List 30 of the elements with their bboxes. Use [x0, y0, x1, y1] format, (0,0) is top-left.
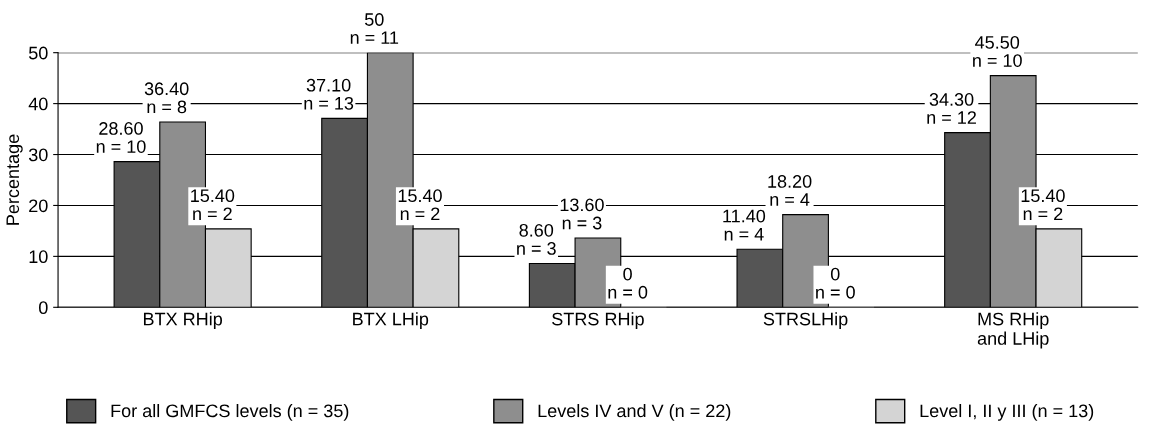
legend-label: Levels IV and V (n = 22) [538, 403, 731, 421]
data-label: 15.40 n = 2 [191, 189, 235, 221]
data-label: 0 n = 0 [816, 267, 855, 299]
data-label: 50 n = 11 [350, 13, 399, 44]
data-label: 15.40 n = 2 [398, 189, 442, 221]
data-label: 11.40 n = 4 [723, 209, 766, 241]
data-label: 36.40 n = 8 [144, 82, 189, 114]
y-axis-title: Percentage [6, 134, 23, 225]
data-label: 18.20 n = 4 [768, 175, 812, 206]
legend-label: Level I, II y III (n = 13) [920, 403, 1094, 421]
data-label: 28.60 n = 10 [96, 122, 146, 153]
data-label: 0 n = 0 [608, 267, 648, 299]
x-tick-label: BTX RHip [143, 312, 223, 329]
data-label: 37.10 n = 13 [304, 78, 354, 110]
data-label: 13.60 n = 3 [560, 198, 604, 230]
y-tick-label: 20 [29, 199, 48, 213]
y-tick-label: 30 [28, 148, 48, 162]
x-tick-label: BTX LHip [353, 312, 429, 329]
x-tick-label: STRS RHip [552, 312, 644, 329]
y-tick-label: 50 [28, 46, 48, 60]
x-tick-label: MS RHip and LHip [977, 312, 1049, 349]
legend-label: For all GMFCS levels (n = 35) [111, 403, 349, 421]
data-label: 45.50 n = 10 [973, 36, 1022, 67]
y-tick-label: 10 [29, 250, 48, 264]
x-tick-label: STRSLHip [763, 312, 848, 329]
data-label: 8.60 n = 3 [517, 223, 556, 255]
data-label: 15.40 n = 2 [1021, 189, 1065, 221]
y-tick-label: 40 [28, 97, 48, 111]
data-label: 34.30 n = 12 [927, 93, 976, 124]
y-tick-label: 0 [38, 301, 48, 315]
